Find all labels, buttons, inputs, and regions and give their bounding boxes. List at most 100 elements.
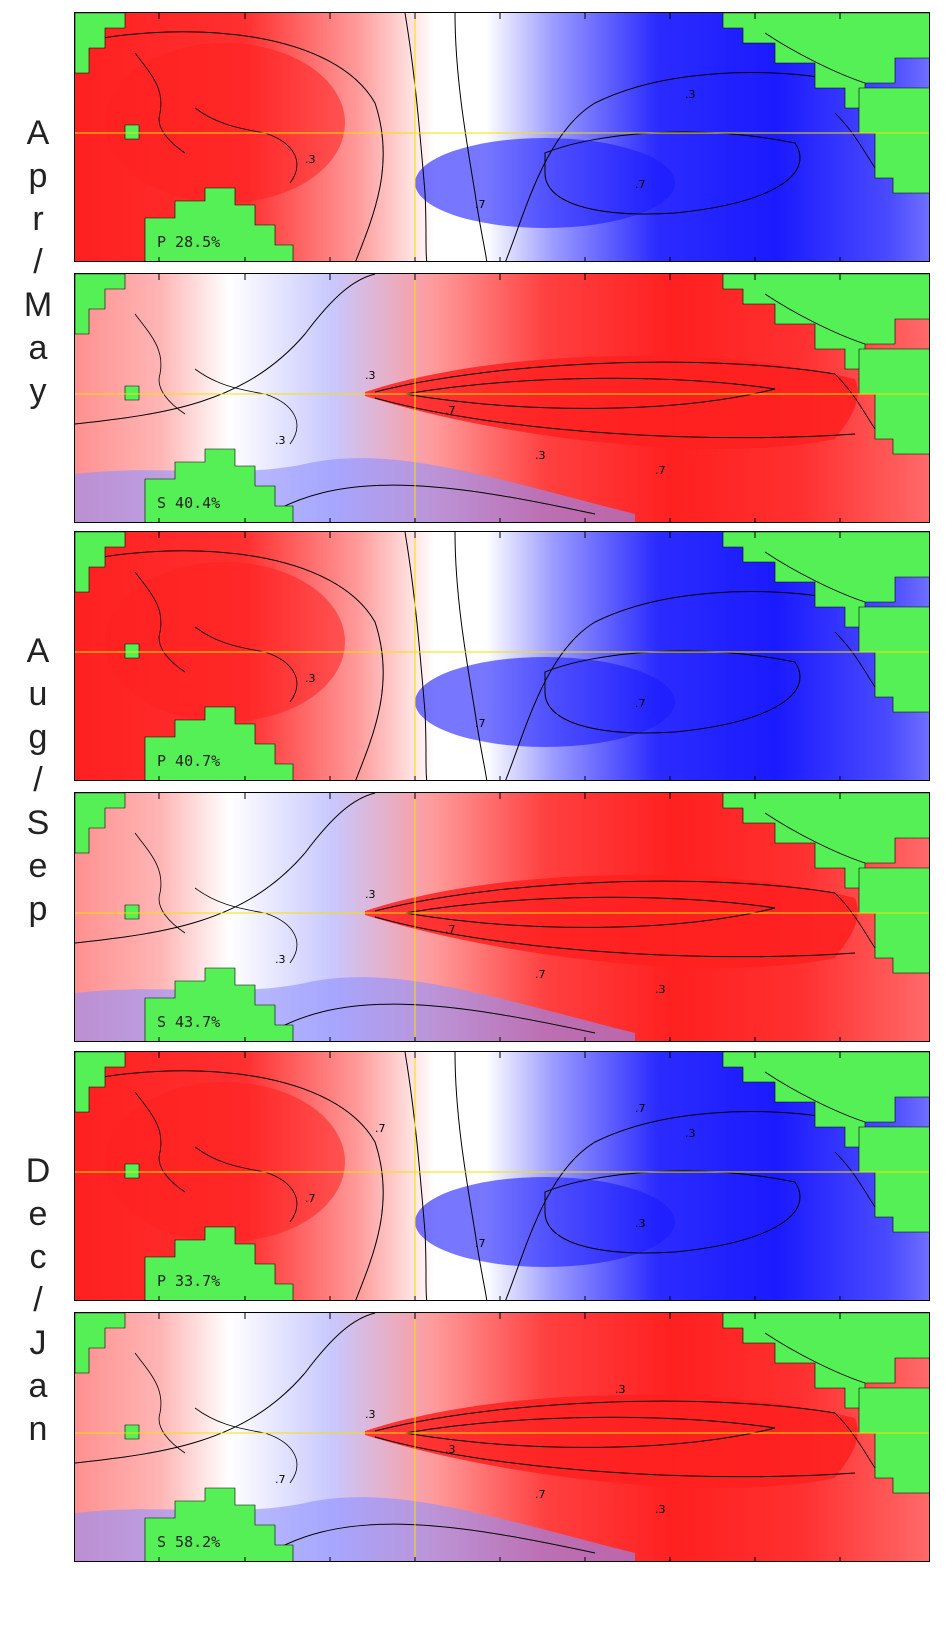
contour-line: [544, 131, 801, 215]
cold-core: [415, 138, 675, 228]
contour-label: .7: [635, 697, 646, 710]
mode-percent-label: S 40.4%: [157, 494, 220, 512]
coastline: [834, 892, 876, 949]
contour-line: [374, 397, 856, 439]
contour-line: [257, 1523, 596, 1561]
contour-line: [374, 1400, 836, 1432]
land-mass: [124, 1424, 140, 1440]
map-panel-2: .3 .7 .3 .7 .3 S 40.4%: [74, 273, 930, 523]
mode-percent-label: S 43.7%: [157, 1013, 220, 1031]
contour-label: .7: [475, 198, 486, 211]
contour-line: [454, 532, 488, 780]
contour-label: .3: [655, 1503, 666, 1516]
mode-percent-label: P 33.7%: [157, 1272, 220, 1290]
contour-line: [374, 361, 836, 393]
contour-line: [374, 1436, 856, 1478]
coastline: [134, 1091, 186, 1193]
coastline: [134, 832, 186, 934]
contour-line: [257, 1003, 596, 1041]
land-mass: [144, 187, 294, 261]
contour-label: .3: [365, 369, 376, 382]
warm-core: [105, 1082, 345, 1242]
contour-label: .7: [305, 1192, 316, 1205]
land-mass: [722, 793, 929, 889]
land-mass: [144, 1226, 294, 1300]
contour-label: .7: [655, 464, 666, 477]
map-panel-4-svg: .3 .7 .7 .3 .3 S 43.7%: [75, 793, 929, 1041]
contour-label: .3: [305, 672, 316, 685]
contour-label: .3: [275, 953, 286, 966]
contour-line: [404, 1052, 428, 1300]
land-mass: [722, 13, 929, 109]
mode-percent-label: P 28.5%: [157, 233, 220, 251]
contour-line: [75, 274, 376, 425]
contour-label: .7: [275, 1473, 286, 1486]
land-mass: [75, 793, 126, 854]
contour-label: .7: [535, 968, 546, 981]
land-mass: [124, 1163, 140, 1179]
contour-line: [404, 1416, 776, 1448]
contour-label: .3: [535, 449, 546, 462]
mode-percent-label: P 40.7%: [157, 752, 220, 770]
coastline: [134, 313, 186, 415]
contour-line: [257, 484, 596, 522]
coastline: [834, 1151, 876, 1208]
map-panel-3: .3 .7 .7 P 40.7%: [74, 531, 930, 781]
map-panel-1: .3 .7 .7 .3 P 28.5%: [74, 12, 930, 262]
contour-label: .3: [615, 1383, 626, 1396]
contour-label: .3: [685, 1127, 696, 1140]
land-mass: [75, 13, 126, 74]
coastline: [134, 52, 186, 154]
coastline: [134, 571, 186, 673]
land-mass: [722, 274, 929, 370]
coastline: [764, 32, 866, 84]
contour-line: [374, 916, 856, 958]
contour-label: .3: [635, 1217, 646, 1230]
map-panel-5-svg: .7 .7 .3 .3 .7 .7 P 33.7%: [75, 1052, 929, 1300]
land-mass: [722, 1313, 929, 1409]
map-panel-3-svg: .3 .7 .7 P 40.7%: [75, 532, 929, 780]
contour-line: [75, 550, 384, 780]
coastline: [764, 551, 866, 603]
warm-core: [105, 43, 345, 203]
land-mass: [75, 274, 126, 335]
contour-line: [404, 13, 428, 261]
contour-label: .3: [655, 983, 666, 996]
contour-line: [544, 650, 801, 734]
map-panel-4: .3 .7 .7 .3 .3 S 43.7%: [74, 792, 930, 1042]
warm-tongue: [365, 355, 858, 449]
contour-line: [75, 1313, 376, 1464]
map-panel-5: .7 .7 .3 .3 .7 .7 P 33.7%: [74, 1051, 930, 1301]
land-mass: [75, 532, 126, 593]
contour-line: [454, 13, 488, 261]
land-mass: [144, 448, 294, 522]
contour-line: [75, 1070, 384, 1300]
contour-label: .3: [305, 153, 316, 166]
land-mass: [75, 1052, 126, 1113]
coastline: [764, 1332, 866, 1384]
contour-line: [404, 896, 776, 928]
contour-line: [404, 377, 776, 409]
cold-core: [415, 1177, 675, 1267]
contour-label: .7: [635, 1102, 646, 1115]
contour-line: [374, 880, 836, 912]
land-mass: [144, 967, 294, 1041]
coastline: [834, 631, 876, 688]
map-panel-6-svg: .3 .3 .7 .3 .7 .3 S 58.2%: [75, 1313, 929, 1561]
land-mass: [722, 532, 929, 628]
land-mass: [124, 904, 140, 920]
contour-line: [505, 591, 856, 780]
contour-line: [505, 1111, 856, 1300]
cold-core: [415, 657, 675, 747]
land-mass: [124, 124, 140, 140]
contour-label: .3: [685, 88, 696, 101]
warm-core: [105, 562, 345, 722]
coastline: [834, 1412, 876, 1469]
contour-line: [454, 1052, 488, 1300]
contour-label: .7: [475, 717, 486, 730]
